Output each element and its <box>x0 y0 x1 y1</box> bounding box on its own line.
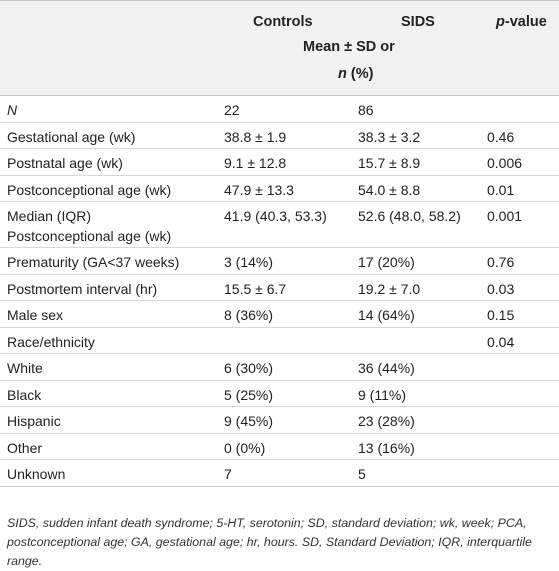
row-p-value: 0.03 <box>487 280 515 297</box>
row-controls-value: 0 (0%) <box>224 439 266 456</box>
row-sids-value: 5 <box>358 466 366 482</box>
row-controls-value: 3 (14%) <box>224 254 274 270</box>
row-label: Prematurity (GA<37 weeks) <box>7 254 180 270</box>
row-controls-value: 9 (45%) <box>224 413 274 429</box>
row-label: Postmortem interval (hr) <box>7 280 158 297</box>
row-sids-value: 15.7 ± 8.9 <box>358 155 421 171</box>
row-p-value: 0.006 <box>487 155 523 171</box>
header-p-rest: -value <box>504 14 547 30</box>
table-row: Black 5 (25%) 9 (11%) <box>0 381 559 407</box>
row-controls-value: 22 <box>224 102 240 118</box>
table-row: Race/ethnicity 0.04 <box>0 328 559 354</box>
row-p-value: 0.46 <box>487 128 515 145</box>
row-sids-value: 36 (44%) <box>358 360 415 376</box>
row-p-value: 0.76 <box>487 254 515 270</box>
row-controls-value: 47.9 ± 13.3 <box>224 181 294 198</box>
row-label: Hispanic <box>7 413 61 429</box>
row-controls-value: 8 (36%) <box>224 307 274 323</box>
row-controls-value: 41.9 (40.3, 53.3) <box>224 208 327 224</box>
row-label: N <box>7 102 18 118</box>
header-p-italic: p <box>496 14 505 30</box>
row-sids-value: 17 (20%) <box>358 254 415 270</box>
header-p-value: p-value <box>496 11 547 33</box>
row-label: White <box>7 360 43 376</box>
row-label: Gestational age (wk) <box>7 128 136 145</box>
row-controls-value: 6 (30%) <box>224 360 274 376</box>
row-label: Race/ethnicity <box>7 333 95 350</box>
row-sids-value: 19.2 ± 7.0 <box>358 280 421 297</box>
table-row: Postnatal age (wk) 9.1 ± 12.8 15.7 ± 8.9… <box>0 149 559 176</box>
row-label: Postnatal age (wk) <box>7 155 123 171</box>
row-label: Other <box>7 439 43 456</box>
table-row: Gestational age (wk) 38.8 ± 1.9 38.3 ± 3… <box>0 123 559 149</box>
row-p-value: 0.01 <box>487 181 515 198</box>
row-sids-value: 54.0 ± 8.8 <box>358 181 421 198</box>
table-row: N 22 86 <box>0 96 559 123</box>
row-sids-value: 52.6 (48.0, 58.2) <box>358 208 461 224</box>
table-header: Controls SIDS p-value Mean ± SD or n (%) <box>0 0 559 95</box>
table-row: Postconceptional age (wk) 47.9 ± 13.3 54… <box>0 176 559 202</box>
row-sids-value: 38.3 ± 3.2 <box>358 128 421 145</box>
row-controls-value: 7 <box>224 466 232 482</box>
row-label: Male sex <box>7 307 64 323</box>
header-n-italic: n <box>338 66 347 82</box>
row-sids-value: 86 <box>358 102 374 118</box>
table-row: White 6 (30%) 36 (44%) <box>0 354 559 381</box>
table-row: Prematurity (GA<37 weeks) 3 (14%) 17 (20… <box>0 248 559 275</box>
table-row: Unknown 7 5 <box>0 460 559 487</box>
table-row: Hispanic 9 (45%) 23 (28%) <box>0 407 559 434</box>
table-row: Male sex 8 (36%) 14 (64%) 0.15 <box>0 301 559 328</box>
header-controls: Controls <box>253 14 313 30</box>
header-sids: SIDS <box>401 14 435 30</box>
row-p-value: 0.001 <box>487 208 523 224</box>
row-controls-value: 38.8 ± 1.9 <box>224 128 287 145</box>
table-footnote: SIDS, sudden infant death syndrome; 5-HT… <box>7 516 532 568</box>
row-label-line1: Median (IQR) <box>7 208 92 224</box>
table-row: Other 0 (0%) 13 (16%) <box>0 434 559 460</box>
row-p-value: 0.15 <box>487 307 515 323</box>
table-row: Postmortem interval (hr) 15.5 ± 6.7 19.2… <box>0 275 559 301</box>
table-body: N 22 86 Gestational age (wk) 38.8 ± 1.9 … <box>0 95 559 487</box>
row-label-line2: Postconceptional age (wk) <box>7 228 172 244</box>
row-controls-value: 15.5 ± 6.7 <box>224 280 287 297</box>
row-label: Black <box>7 386 42 403</box>
row-sids-value: 9 (11%) <box>358 386 406 403</box>
row-label: Postconceptional age (wk) <box>7 181 172 198</box>
row-sids-value: 13 (16%) <box>358 439 415 456</box>
header-n-percent: n (%) <box>338 63 373 85</box>
row-controls-value: 9.1 ± 12.8 <box>224 155 287 171</box>
row-sids-value: 14 (64%) <box>358 307 415 323</box>
row-sids-value: 23 (28%) <box>358 413 415 429</box>
row-label: Unknown <box>7 466 66 482</box>
row-label: Median (IQR) Postconceptional age (wk) <box>7 206 171 246</box>
row-p-value: 0.04 <box>487 333 515 350</box>
header-mean-sd: Mean ± SD or <box>303 39 395 55</box>
row-controls-value: 5 (25%) <box>224 386 274 403</box>
table-row: Median (IQR) Postconceptional age (wk) 41… <box>0 202 559 248</box>
header-n-rest: (%) <box>346 66 374 82</box>
